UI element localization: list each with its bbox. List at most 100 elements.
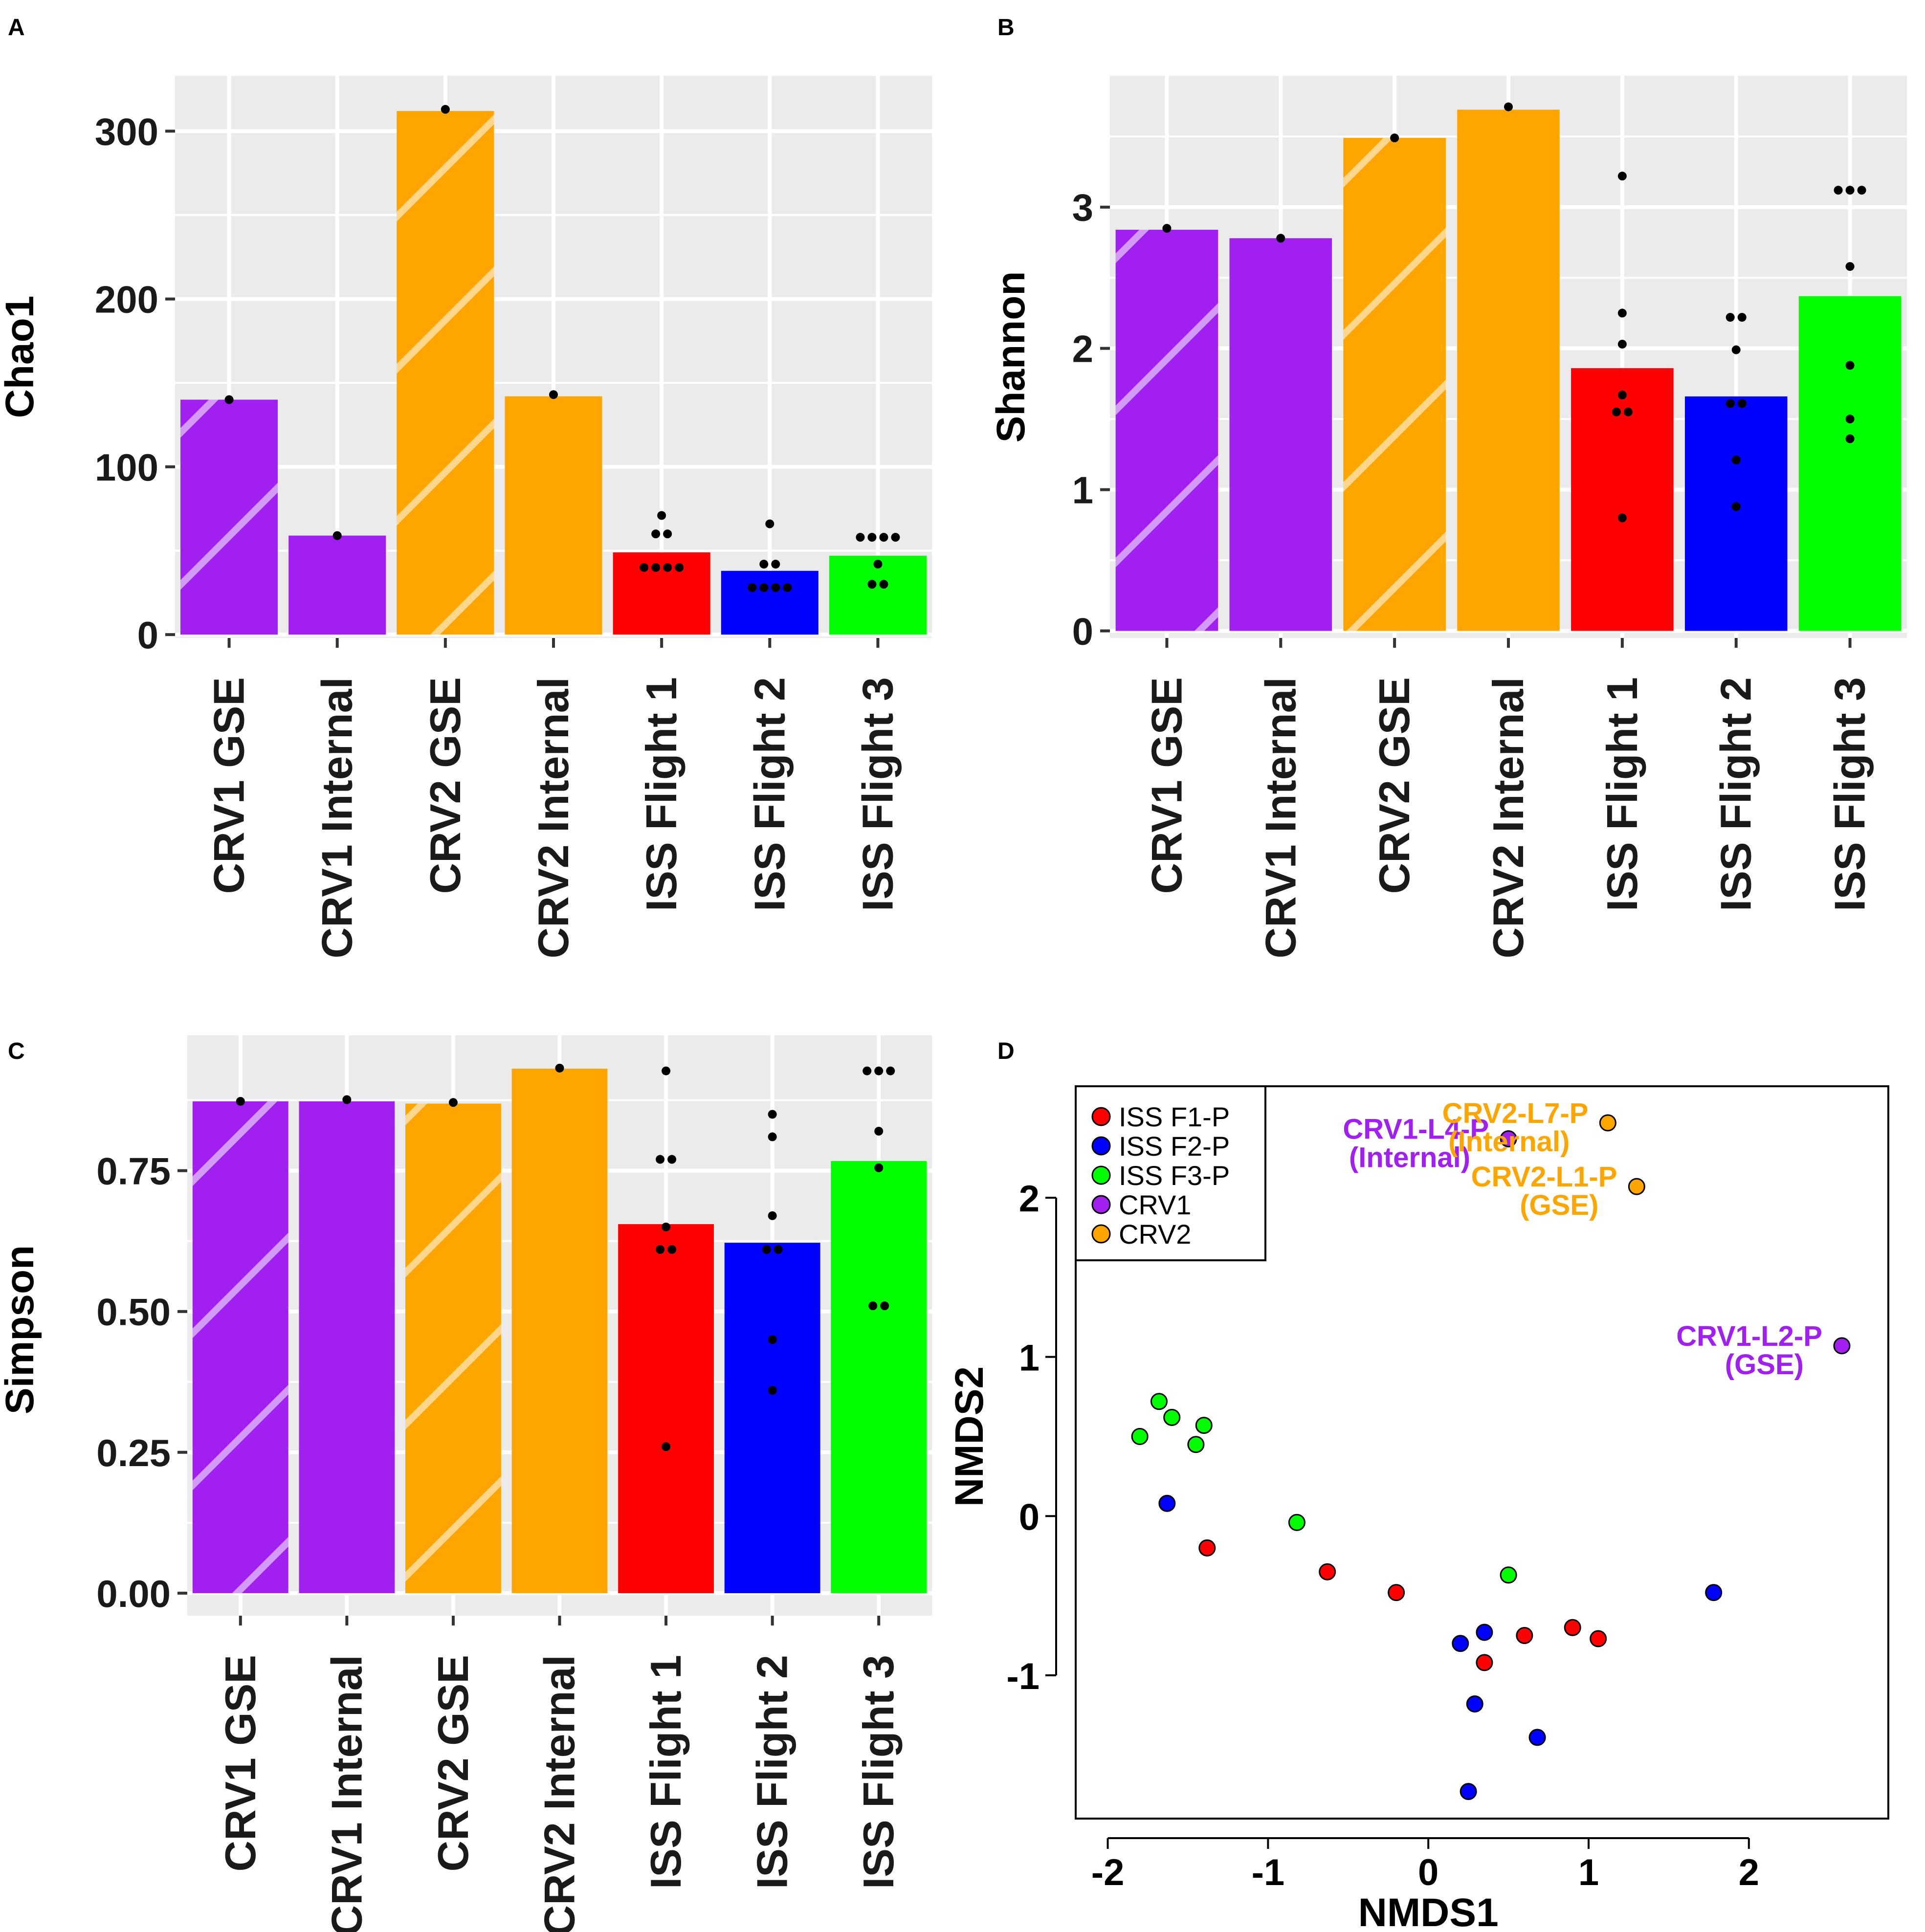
data-point-iss-flight-2 <box>768 1110 777 1119</box>
point-iss-f3-p <box>1131 1427 1149 1445</box>
data-point-iss-flight-1 <box>651 529 661 539</box>
data-point-iss-flight-3 <box>867 580 877 589</box>
legend-label-iss-f3-p: ISS F3-P <box>1119 1160 1230 1191</box>
data-point-iss-flight-3 <box>886 1066 895 1076</box>
bar-hatch-crv2-gse <box>405 1103 501 1593</box>
bar-iss-flight-1 <box>613 552 710 635</box>
y-axis-title: Simpson <box>0 1245 42 1414</box>
y-tick-label: 200 <box>95 278 158 321</box>
data-point-iss-flight-3 <box>863 1066 872 1076</box>
point-iss-f1-p <box>1516 1627 1533 1644</box>
data-point-iss-flight-3 <box>873 559 883 569</box>
y-tick-label: 0.50 <box>96 1291 171 1334</box>
data-point-crv2-gse <box>448 1098 458 1107</box>
data-point-iss-flight-2 <box>1737 313 1747 322</box>
bar-iss-flight-1 <box>1571 368 1674 631</box>
point-iss-f3-p <box>1150 1393 1168 1410</box>
bar-crv2-internal <box>1457 110 1560 631</box>
bar-hatch-crv1-gse <box>180 399 278 635</box>
annotation-sub-crv2-l7-p: (Internal) <box>1448 1126 1570 1158</box>
data-point-iss-flight-2 <box>1726 313 1735 322</box>
data-point-iss-flight-1 <box>1617 339 1627 349</box>
legend-swatch-iss-f3-p <box>1091 1165 1111 1185</box>
category-label-iss-flight-3: ISS Flight 3 <box>854 1655 903 1889</box>
data-point-crv1-internal <box>1276 234 1285 243</box>
data-point-iss-flight-2 <box>765 519 774 528</box>
y-tick-label: 2 <box>1072 328 1093 371</box>
data-point-iss-flight-2 <box>748 583 757 593</box>
annotation-crv1-l4-p: CRV1-L4-P <box>1343 1113 1489 1145</box>
panel-label-b: B <box>997 15 1015 41</box>
data-point-iss-flight-2 <box>1731 455 1741 464</box>
data-point-iss-flight-2 <box>1731 345 1741 354</box>
data-point-iss-flight-1 <box>656 1245 665 1254</box>
data-point-iss-flight-1 <box>1617 513 1627 523</box>
category-label-crv1-internal: CRV1 Internal <box>313 677 361 958</box>
category-label-iss-flight-2: ISS Flight 2 <box>1712 677 1760 911</box>
data-point-iss-flight-2 <box>1731 502 1741 511</box>
point-iss-f2-p <box>1528 1729 1546 1746</box>
data-point-iss-flight-3 <box>880 1301 889 1311</box>
legend-label-iss-f2-p: ISS F2-P <box>1119 1131 1230 1162</box>
data-point-crv1-internal <box>332 531 342 540</box>
point-iss-f3-p <box>1163 1408 1181 1426</box>
point-iss-f1-p <box>1564 1619 1581 1636</box>
bar-hatch-crv2-gse <box>1343 138 1446 631</box>
category-label-iss-flight-1: ISS Flight 1 <box>642 1655 690 1889</box>
point-crv1 <box>1833 1337 1851 1355</box>
data-point-iss-flight-1 <box>1617 172 1627 181</box>
point-iss-f2-p <box>1452 1635 1469 1652</box>
point-iss-f1-p <box>1319 1563 1336 1581</box>
data-point-crv2-gse <box>1390 133 1399 143</box>
bar-hatch-crv1-gse <box>1115 229 1218 631</box>
data-point-iss-flight-1 <box>662 1442 671 1451</box>
data-point-iss-flight-2 <box>768 1132 777 1142</box>
shannon-chart: 0 1 2 3 CRV1 GSE CRV1 Internal CRV2 GSE CRV2 In… <box>989 76 1907 958</box>
annotation-crv2-l1-p: CRV2-L1-P <box>1471 1161 1617 1193</box>
y-axis-title: Chao1 <box>0 296 42 418</box>
data-point-iss-flight-2 <box>774 1245 783 1254</box>
bar-iss-flight-3 <box>831 1161 927 1593</box>
y-tick-label: 100 <box>95 446 158 489</box>
data-point-iss-flight-2 <box>1737 399 1747 408</box>
data-point-crv1-gse <box>236 1097 245 1106</box>
y-tick-label: 0.75 <box>96 1150 171 1193</box>
data-point-iss-flight-2 <box>771 583 780 593</box>
point-iss-f1-p <box>1388 1584 1405 1602</box>
y-tick-label: 0.25 <box>96 1431 171 1474</box>
legend-swatch-iss-f1-p <box>1091 1107 1111 1126</box>
bar-iss-flight-2 <box>721 571 819 635</box>
y-tick-label: 3 <box>1072 186 1093 229</box>
data-point-iss-flight-3 <box>1845 361 1855 370</box>
y-tick-label: 0 <box>137 614 158 657</box>
data-point-iss-flight-1 <box>656 1155 665 1164</box>
data-point-iss-flight-3 <box>874 1066 884 1076</box>
category-label-crv2-gse: CRV2 GSE <box>1370 677 1418 894</box>
y-tick-label: 0 <box>1019 1496 1040 1538</box>
legend-swatch-crv1 <box>1091 1195 1111 1214</box>
legend-label-crv1: CRV1 <box>1119 1189 1191 1220</box>
y-tick-label: 0 <box>1072 610 1093 653</box>
data-point-iss-flight-2 <box>783 583 792 593</box>
category-label-iss-flight-2: ISS Flight 2 <box>748 1655 797 1889</box>
data-point-iss-flight-1 <box>640 563 649 572</box>
annotation-sub-crv2-l1-p: (GSE) <box>1520 1189 1598 1221</box>
bar-iss-flight-3 <box>1798 296 1902 631</box>
category-label-iss-flight-1: ISS Flight 1 <box>637 677 686 911</box>
point-iss-f2-p <box>1476 1624 1493 1641</box>
bar-crv1-internal <box>1229 238 1332 631</box>
legend-label-iss-f1-p: ISS F1-P <box>1119 1101 1230 1132</box>
x-axis-title: NMDS1 <box>1358 1890 1499 1932</box>
point-iss-f2-p <box>1705 1584 1723 1602</box>
data-point-crv1-internal <box>342 1095 352 1104</box>
data-point-iss-flight-2 <box>759 583 769 593</box>
legend-swatch-iss-f2-p <box>1091 1136 1111 1156</box>
data-point-iss-flight-2 <box>768 1211 777 1220</box>
data-point-iss-flight-1 <box>667 1155 677 1164</box>
data-point-iss-flight-2 <box>771 559 780 569</box>
data-point-iss-flight-3 <box>856 533 865 542</box>
point-iss-f2-p <box>1466 1695 1483 1713</box>
category-label-iss-flight-3: ISS Flight 3 <box>1826 677 1874 911</box>
point-crv2 <box>1628 1178 1645 1195</box>
